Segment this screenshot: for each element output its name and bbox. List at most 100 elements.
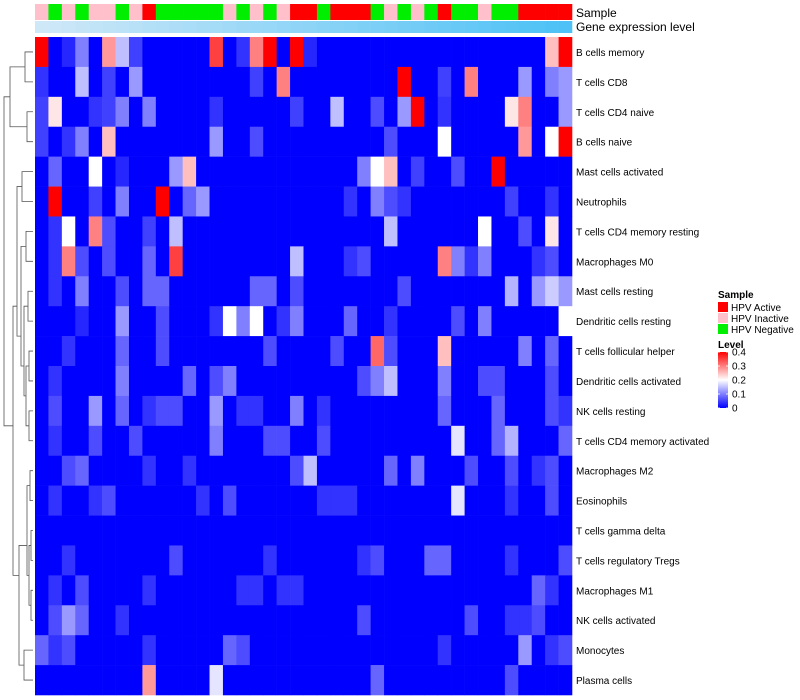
heatmap-cell — [410, 96, 425, 128]
heatmap-cell — [182, 605, 197, 636]
heatmap-cell — [249, 635, 264, 666]
heatmap-cell — [222, 575, 237, 606]
heatmap-cell — [316, 276, 331, 307]
heatmap-cell — [357, 485, 371, 516]
heatmap-cell — [249, 366, 264, 397]
heatmap-cell — [343, 66, 358, 98]
heatmap-cell — [531, 485, 546, 516]
heatmap-cell — [61, 545, 76, 576]
heatmap-cell — [75, 156, 89, 187]
heatmap-cell — [75, 515, 89, 546]
heatmap-cell — [115, 455, 130, 486]
heatmap-cell — [35, 485, 49, 516]
heatmap-cell — [491, 126, 506, 157]
heatmap-cell — [330, 186, 345, 217]
heatmap-cell — [303, 336, 318, 367]
heatmap-cell — [303, 216, 318, 247]
heatmap-cell — [35, 515, 49, 546]
heatmap-cell — [384, 246, 398, 277]
heatmap-cell — [303, 306, 318, 337]
heatmap-cell — [558, 66, 573, 98]
heatmap-cell — [263, 425, 277, 457]
heatmap-cell — [451, 216, 465, 247]
heatmap-cell — [370, 37, 385, 68]
expression-annotation-cell — [424, 21, 439, 33]
heatmap-cell — [370, 395, 385, 427]
dendrogram-branch — [25, 231, 33, 262]
heatmap-cell — [545, 37, 559, 68]
heatmap-cell — [504, 515, 519, 546]
heatmap-cell — [222, 635, 237, 666]
heatmap-cell — [437, 425, 452, 457]
sample-annotation-cell — [155, 4, 170, 20]
heatmap-cell — [545, 96, 559, 128]
heatmap-cell — [35, 276, 49, 307]
heatmap-cell — [276, 635, 291, 666]
heatmap-cell — [343, 306, 358, 337]
heatmap-cell — [370, 455, 385, 486]
legend-swatch-hpv-active — [718, 302, 728, 312]
heatmap-cell — [249, 425, 264, 457]
heatmap-cell — [75, 485, 89, 516]
heatmap-cell — [357, 395, 371, 427]
heatmap-cell — [504, 306, 519, 337]
heatmap-cell — [75, 276, 89, 307]
heatmap-cell — [343, 126, 358, 157]
heatmap-cell — [115, 96, 130, 128]
heatmap-cell — [464, 515, 479, 546]
heatmap-cell — [370, 246, 385, 277]
heatmap-cell — [343, 37, 358, 68]
heatmap-cell — [504, 126, 519, 157]
heatmap-cell — [128, 246, 143, 277]
heatmap-cell — [424, 126, 439, 157]
heatmap-cell — [222, 665, 237, 696]
heatmap-cell — [357, 156, 371, 187]
heatmap-cell — [397, 96, 412, 128]
heatmap-cell — [357, 425, 371, 457]
heatmap-cell — [478, 276, 492, 307]
heatmap-cell — [316, 635, 331, 666]
heatmap-cell — [115, 635, 130, 666]
heatmap-cell — [128, 37, 143, 68]
heatmap-cell — [384, 395, 398, 427]
sample-annotation-cell — [182, 4, 197, 20]
heatmap-cell — [424, 395, 439, 427]
heatmap-cell — [276, 246, 291, 277]
heatmap-cell — [75, 575, 89, 606]
heatmap-cell — [478, 395, 492, 427]
heatmap-cell — [142, 605, 157, 636]
heatmap-cell — [478, 366, 492, 397]
heatmap-cell — [343, 366, 358, 397]
heatmap-cell — [316, 306, 331, 337]
heatmap-cell — [410, 665, 425, 696]
heatmap-cell — [518, 515, 533, 546]
heatmap-cell — [410, 425, 425, 457]
heatmap-cell — [182, 665, 197, 696]
heatmap-cell — [35, 186, 49, 217]
heatmap-cell — [545, 455, 559, 486]
row-label: Neutrophils — [576, 198, 627, 209]
heatmap-cell — [357, 216, 371, 247]
heatmap-cell — [518, 336, 533, 367]
heatmap-cell — [424, 366, 439, 397]
heatmap-cell — [61, 605, 76, 636]
heatmap-cell — [558, 216, 573, 247]
heatmap-cell — [410, 366, 425, 397]
heatmap-cell — [290, 366, 304, 397]
heatmap-cell — [102, 605, 116, 636]
heatmap-cell — [410, 156, 425, 187]
heatmap-cell — [182, 575, 197, 606]
heatmap-cell — [222, 425, 237, 457]
heatmap-cell — [343, 455, 358, 486]
heatmap-cell — [128, 126, 143, 157]
heatmap-cell — [437, 336, 452, 367]
heatmap-cell — [370, 96, 385, 128]
heatmap-cell — [424, 575, 439, 606]
heatmap-cell — [330, 216, 345, 247]
heatmap-cell — [35, 96, 49, 128]
heatmap-cell — [276, 126, 291, 157]
heatmap-cell — [343, 246, 358, 277]
heatmap-cell — [35, 156, 49, 187]
legend-label-hpv-negative: HPV Negative — [731, 325, 794, 336]
heatmap-cell — [410, 485, 425, 516]
